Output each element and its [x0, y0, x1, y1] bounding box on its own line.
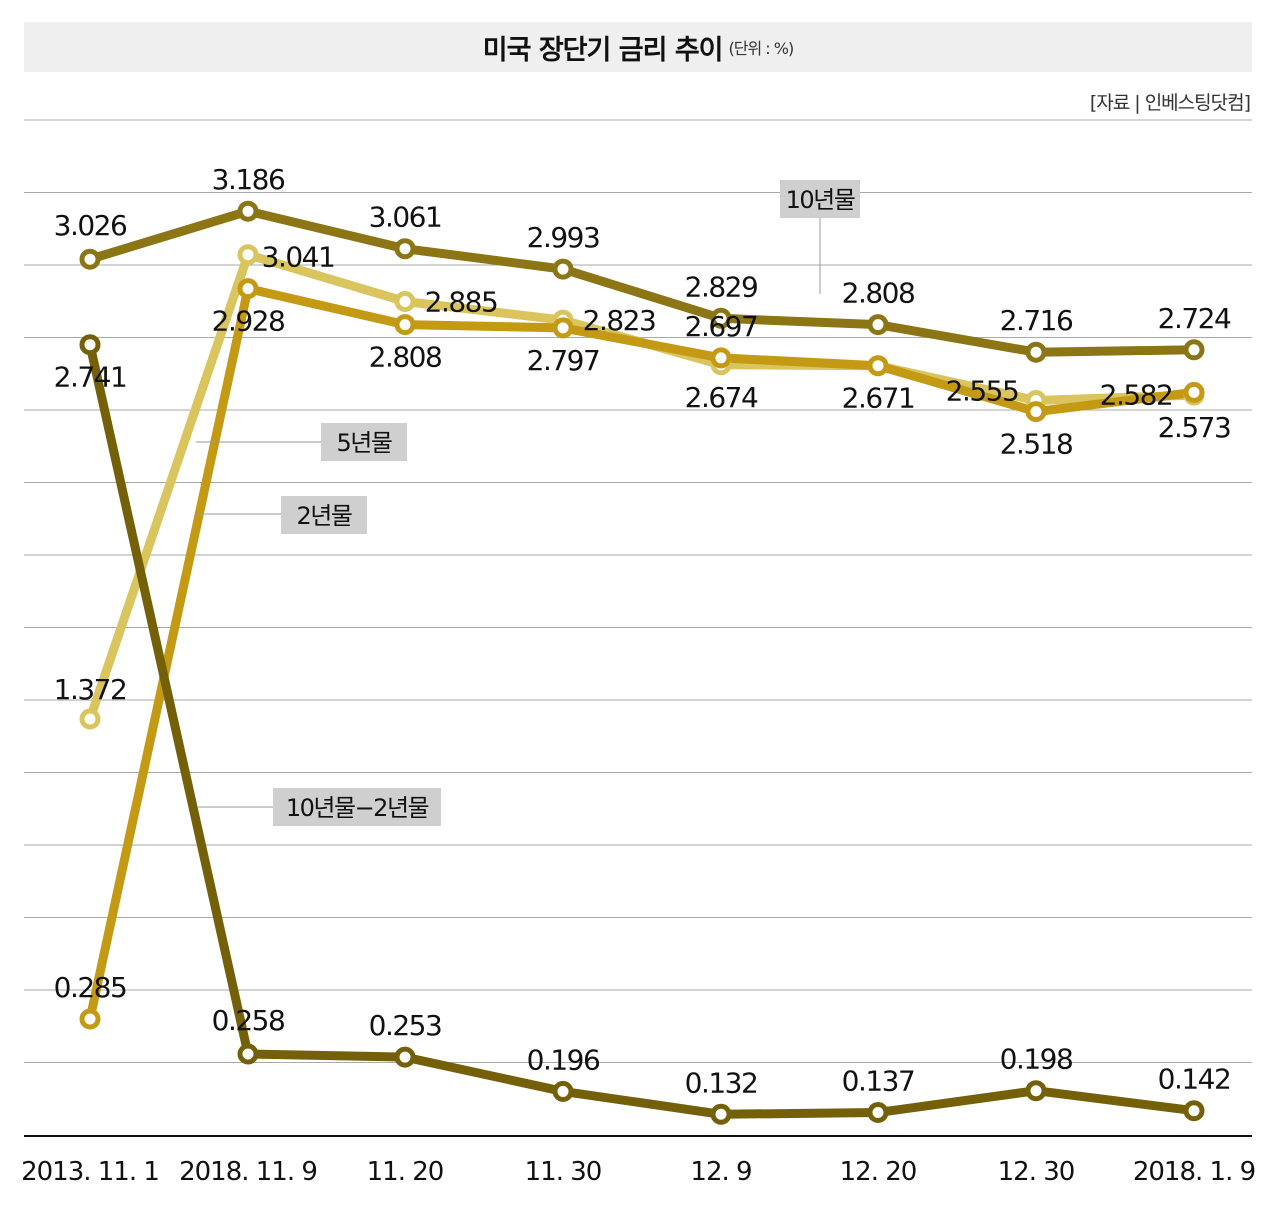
data-point: [237, 278, 259, 300]
data-point: [710, 307, 732, 329]
x-tick-label: 12. 9: [690, 1157, 751, 1187]
legend-box: [281, 496, 367, 534]
chart-title: 미국 장단기 금리 추이: [482, 34, 724, 66]
source-label: [자료 | 인베스팅닷컴]: [1089, 92, 1251, 114]
data-label: 2.808: [369, 341, 442, 374]
data-label: 2.716: [1000, 304, 1073, 337]
legend-box: [321, 423, 407, 461]
x-tick-label: 12. 20: [840, 1157, 917, 1187]
data-label: 2.674: [685, 381, 758, 414]
data-point: [1025, 401, 1047, 423]
data-point: [79, 708, 101, 730]
legend-box: [273, 788, 441, 826]
data-label: 2.573: [1158, 411, 1231, 444]
data-label: 2.928: [212, 305, 285, 338]
data-label: 2.555: [946, 375, 1019, 408]
x-tick-label: 2018. 11. 9: [179, 1157, 317, 1187]
series-line: [88, 206, 1195, 357]
data-label: 2.885: [425, 286, 498, 319]
data-label: 2.671: [842, 382, 915, 415]
data-point: [394, 1046, 416, 1068]
x-tick-label: 12. 30: [998, 1157, 1075, 1187]
data-label: 0.142: [1158, 1063, 1231, 1096]
data-label: 0.253: [369, 1009, 442, 1042]
data-point: [1183, 339, 1205, 361]
data-label: 0.198: [1000, 1043, 1073, 1076]
data-point: [1183, 1100, 1205, 1122]
data-point: [79, 334, 101, 356]
data-label: 0.132: [685, 1066, 758, 1099]
data-label: 2.797: [527, 344, 600, 377]
data-label: 1.372: [54, 673, 127, 706]
x-tick-label: 11. 20: [367, 1157, 444, 1187]
data-label: 2.829: [685, 270, 758, 303]
data-label: 0.258: [212, 1004, 285, 1037]
data-point: [79, 1008, 101, 1030]
legend-label: 5년물: [337, 429, 392, 457]
data-label: 3.061: [369, 201, 442, 234]
legend-box: [780, 180, 860, 218]
data-label: 0.137: [842, 1065, 915, 1098]
data-point: [237, 244, 259, 266]
data-label: 3.026: [54, 209, 127, 242]
data-point: [1025, 341, 1047, 363]
data-label: 0.196: [527, 1043, 600, 1076]
data-label: 2.741: [54, 361, 127, 394]
data-point: [867, 1102, 889, 1123]
data-label: 0.285: [54, 971, 127, 1004]
series-line: [85, 343, 1195, 1119]
data-label: 3.186: [212, 163, 285, 196]
data-label: 2.823: [583, 304, 656, 337]
data-label: 3.041: [262, 241, 335, 274]
data-label: 2.724: [1158, 302, 1231, 335]
legend-label: 2년물: [297, 502, 352, 530]
data-point: [867, 314, 889, 336]
title-bar: 미국 장단기 금리 추이 (단위 : %): [24, 22, 1252, 72]
unit-label: (단위 : %): [728, 39, 795, 58]
data-point: [394, 238, 416, 260]
series-line: [85, 284, 1195, 1020]
data-label: 2.993: [527, 221, 600, 254]
data-point: [237, 1043, 259, 1065]
data-point: [1025, 1080, 1047, 1102]
data-label: 2.582: [1100, 378, 1173, 411]
data-point: [552, 1080, 574, 1102]
data-point: [710, 1103, 732, 1125]
x-tick-label: 2013. 11. 1: [21, 1157, 159, 1187]
data-point: [552, 317, 574, 339]
data-point: [394, 314, 416, 336]
data-label: 2.697: [685, 310, 758, 343]
data-point: [237, 200, 259, 222]
data-label: 2.808: [842, 277, 915, 310]
data-point: [552, 258, 574, 280]
x-tick-label: 11. 30: [525, 1157, 602, 1187]
legend-label: 10년물: [786, 186, 855, 214]
legend-label: 10년물−2년물: [286, 794, 429, 822]
data-point: [1183, 381, 1205, 403]
data-label: 2.518: [1000, 428, 1073, 461]
x-tick-label: 2018. 1. 9: [1133, 1157, 1255, 1187]
data-point: [710, 347, 732, 369]
data-point: [79, 248, 101, 270]
data-point: [394, 291, 416, 312]
data-point: [867, 355, 889, 377]
